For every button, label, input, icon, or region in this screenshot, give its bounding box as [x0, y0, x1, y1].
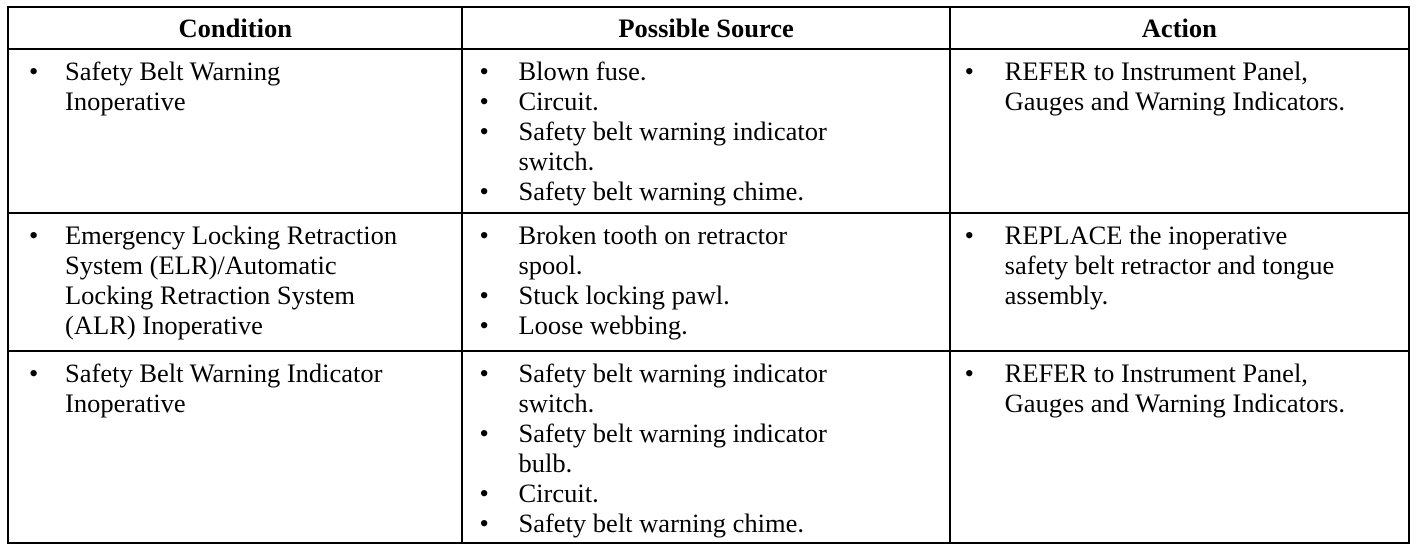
- list-item: • Broken tooth on retractor spool.: [463, 220, 948, 280]
- bullet-icon: •: [29, 56, 39, 86]
- header-row: Condition Possible Source Action: [6, 6, 1411, 50]
- bullet-icon: •: [479, 56, 489, 86]
- header-possible-source: Possible Source: [461, 6, 951, 50]
- list-item-text: Safety belt warning indicator switch.: [518, 358, 827, 418]
- list-item-text: Safety Belt Warning Indicator Inoperativ…: [65, 358, 383, 418]
- list-item: • Safety belt warning chime.: [463, 176, 948, 206]
- list-item-text: Circuit.: [518, 86, 599, 116]
- list-item: • Safety belt warning chime.: [463, 508, 948, 538]
- list-item-text: Safety belt warning indicator switch.: [518, 116, 827, 176]
- header-action: Action: [948, 6, 1411, 50]
- bullet-icon: •: [29, 358, 39, 388]
- list-item-text: Safety belt warning chime.: [518, 508, 805, 538]
- diagnosis-table: Condition Possible Source Action • Safety…: [6, 6, 1411, 544]
- bullet-icon: •: [479, 418, 489, 448]
- bullet-list: • Blown fuse. • Circuit. • Safety belt warnin…: [463, 50, 948, 206]
- bullet-icon: •: [479, 280, 489, 310]
- condition-cell: • Safety Belt Warning Inoperative: [6, 48, 464, 214]
- list-item-text: Emergency Locking Retraction System (ELR…: [65, 220, 398, 340]
- list-item-text: Loose webbing.: [518, 310, 688, 340]
- list-item-text: REPLACE the inoperative safety belt retr…: [1004, 220, 1335, 310]
- list-item-text: REFER to Instrument Panel, Gauges and Wa…: [1004, 358, 1345, 418]
- list-item-text: Blown fuse.: [518, 56, 647, 86]
- bullet-list: • Safety Belt Warning Inoperative: [9, 50, 461, 116]
- bullet-icon: •: [479, 176, 489, 206]
- list-item: • Circuit.: [463, 86, 948, 116]
- bullet-icon: •: [479, 508, 489, 538]
- list-item-text: Circuit.: [518, 478, 599, 508]
- bullet-icon: •: [29, 220, 39, 250]
- bullet-list: • REFER to Instrument Panel, Gauges and W…: [951, 50, 1408, 116]
- list-item: • Circuit.: [463, 478, 948, 508]
- list-item: • Safety Belt Warning Inoperative: [9, 56, 461, 116]
- condition-cell: • Emergency Locking Retraction System (EL…: [6, 212, 464, 352]
- list-item: • REFER to Instrument Panel, Gauges and W…: [951, 358, 1408, 418]
- condition-cell: • Safety Belt Warning Indicator Inoperati…: [6, 350, 464, 544]
- action-cell: • REFER to Instrument Panel, Gauges and W…: [948, 48, 1411, 214]
- action-cell: • REPLACE the inoperative safety belt ret…: [948, 212, 1411, 352]
- bullet-icon: •: [479, 358, 489, 388]
- bullet-icon: •: [479, 478, 489, 508]
- source-cell: • Blown fuse. • Circuit. • Safety belt warnin…: [461, 48, 951, 214]
- bullet-icon: •: [479, 220, 489, 250]
- list-item: • Safety belt warning indicator switch.: [463, 358, 948, 418]
- list-item: • Blown fuse.: [463, 56, 948, 86]
- list-item: • Safety belt warning indicator switch.: [463, 116, 948, 176]
- bullet-icon: •: [479, 310, 489, 340]
- bullet-icon: •: [479, 116, 489, 146]
- list-item-text: Safety Belt Warning Inoperative: [65, 56, 281, 116]
- action-cell: • REFER to Instrument Panel, Gauges and W…: [948, 350, 1411, 544]
- header-condition: Condition: [6, 6, 464, 50]
- list-item-text: Safety belt warning indicator bulb.: [518, 418, 827, 478]
- bullet-list: • Broken tooth on retractor spool. • Stuck …: [463, 214, 948, 340]
- source-cell: • Safety belt warning indicator switch. • S…: [461, 350, 951, 544]
- table-row: • Emergency Locking Retraction System (EL…: [6, 212, 1411, 352]
- bullet-list: • REPLACE the inoperative safety belt ret…: [951, 214, 1408, 310]
- list-item-text: Broken tooth on retractor spool.: [518, 220, 788, 280]
- list-item: • Emergency Locking Retraction System (EL…: [9, 220, 461, 340]
- list-item: • Safety belt warning indicator bulb.: [463, 418, 948, 478]
- bullet-list: • Safety Belt Warning Indicator Inoperati…: [9, 352, 461, 418]
- list-item-text: REFER to Instrument Panel, Gauges and Wa…: [1004, 56, 1345, 116]
- list-item: • Safety Belt Warning Indicator Inoperati…: [9, 358, 461, 418]
- table-row: • Safety Belt Warning Inoperative • Blown f…: [6, 48, 1411, 214]
- list-item: • REFER to Instrument Panel, Gauges and W…: [951, 56, 1408, 116]
- bullet-list: • Emergency Locking Retraction System (EL…: [9, 214, 461, 340]
- table-row: • Safety Belt Warning Indicator Inoperati…: [6, 350, 1411, 544]
- list-item: • REPLACE the inoperative safety belt ret…: [951, 220, 1408, 310]
- source-cell: • Broken tooth on retractor spool. • Stuck …: [461, 212, 951, 352]
- list-item: • Stuck locking pawl.: [463, 280, 948, 310]
- bullet-icon: •: [964, 358, 974, 388]
- bullet-icon: •: [964, 56, 974, 86]
- list-item: • Loose webbing.: [463, 310, 948, 340]
- bullet-list: • Safety belt warning indicator switch. • S…: [463, 352, 948, 538]
- bullet-icon: •: [479, 86, 489, 116]
- list-item-text: Stuck locking pawl.: [518, 280, 730, 310]
- bullet-list: • REFER to Instrument Panel, Gauges and W…: [951, 352, 1408, 418]
- bullet-icon: •: [964, 220, 974, 250]
- list-item-text: Safety belt warning chime.: [518, 176, 805, 206]
